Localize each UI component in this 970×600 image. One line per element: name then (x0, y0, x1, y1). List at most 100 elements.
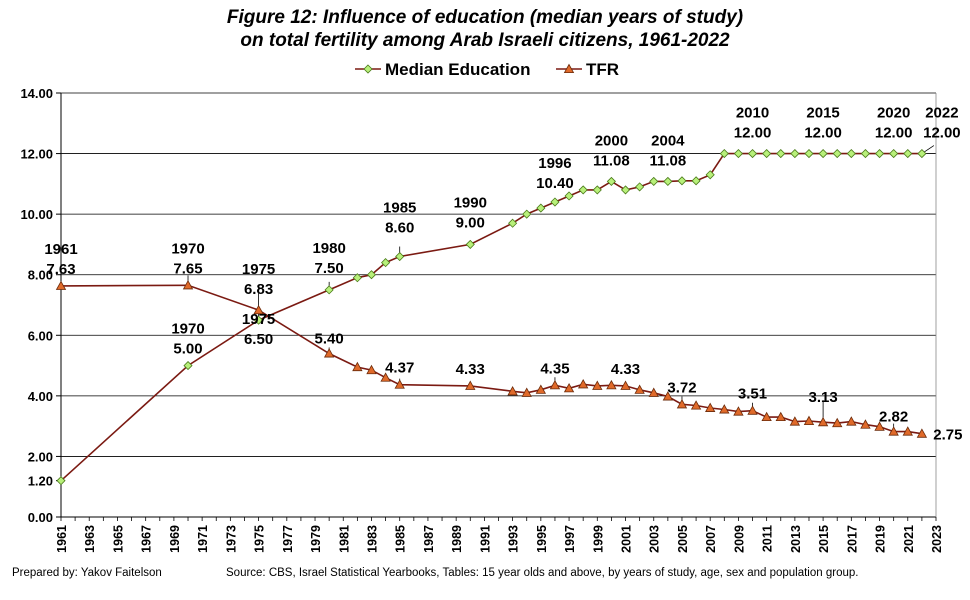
legend-label: Median Education (385, 60, 530, 79)
y-tick-label: 6.00 (28, 328, 53, 343)
x-tick-label: 1973 (224, 525, 238, 553)
point-median-education (324, 285, 334, 295)
footer-prepared-by: Prepared by: Yakov Faitelson (12, 567, 162, 579)
x-tick-label: 2009 (732, 525, 746, 553)
data-label-year: 1970 (171, 240, 204, 257)
x-tick-label: 1985 (394, 525, 408, 553)
point-tfr (690, 400, 702, 410)
data-label-year: 2000 (595, 132, 628, 149)
x-tick-label: 2023 (930, 525, 944, 553)
data-label-year: 1961 (44, 241, 77, 258)
data-label-value: 3.72 (667, 379, 696, 396)
data-label-value: 2.82 (879, 409, 908, 426)
data-labels: 1970 5.00 1975 6.50 1980 7.50 1985 8.60 1990 9.00… (44, 105, 962, 444)
series-line-tfr (60, 284, 923, 435)
data-label-value: 10.40 (536, 175, 574, 192)
point-tfr (874, 421, 885, 431)
point-median-education (366, 270, 377, 280)
data-label-year: 2004 (651, 132, 685, 149)
line-chart: 0.00 1.20 2.00 4.00 6.00 8.00 10.00 12.00 14.00 1… (20, 60, 962, 553)
point-median-education (465, 239, 475, 249)
data-label-value: 5.40 (315, 330, 344, 347)
point-tfr (676, 399, 688, 409)
data-label-value: 7.50 (315, 260, 344, 277)
point-median-education (620, 185, 631, 195)
x-tick-label: 1983 (365, 525, 379, 553)
point-tfr (705, 402, 716, 412)
point-tfr (366, 364, 377, 375)
point-median-education (917, 149, 927, 159)
point-median-education (790, 149, 800, 159)
x-tick-label: 1997 (563, 525, 577, 553)
point-median-education (889, 149, 899, 159)
data-label-year: 1975 (242, 261, 275, 278)
point-tfr (380, 372, 391, 382)
data-label-year: 1996 (538, 155, 571, 172)
point-median-education (522, 209, 532, 219)
data-label-year: 1985 (383, 200, 416, 217)
x-tick-label: 1987 (422, 525, 436, 553)
x-tick-label: 2011 (761, 525, 775, 552)
data-label-value: 4.35 (540, 360, 569, 377)
data-label-year: 2015 (806, 105, 839, 122)
point-tfr (253, 304, 264, 315)
data-label-value: 11.08 (649, 152, 686, 169)
point-median-education (352, 273, 362, 283)
x-tick-label: 2017 (845, 525, 859, 553)
data-label-value: 2.75 (933, 427, 962, 444)
point-tfr (592, 380, 603, 390)
point-tfr (606, 379, 617, 390)
point-median-education (536, 203, 546, 213)
x-tick-label: 1993 (507, 525, 521, 553)
data-label-year: 2010 (736, 105, 769, 122)
x-tick-label: 2001 (620, 525, 634, 553)
legend-marker (563, 63, 575, 73)
point-tfr (775, 411, 786, 422)
data-label-value: 9.00 (456, 214, 485, 231)
data-label-value: 12.00 (734, 125, 772, 142)
point-tfr (733, 406, 744, 416)
point-tfr (352, 361, 363, 372)
series-line-median-education (60, 152, 922, 482)
point-tfr (916, 428, 928, 438)
data-label-year: 1970 (171, 321, 204, 338)
point-tfr (846, 416, 857, 426)
point-tfr (747, 405, 758, 415)
point-tfr (465, 380, 476, 390)
point-median-education (550, 197, 560, 207)
y-tick-label: 0.00 (28, 510, 53, 525)
point-tfr (888, 426, 899, 436)
footer-source: Source: CBS, Israel Statistical Yearbook… (226, 567, 859, 579)
x-tick-label: 1971 (196, 525, 210, 553)
x-tick-label: 1991 (478, 525, 492, 553)
gridlines (61, 92, 936, 457)
series-lines (60, 152, 923, 482)
point-median-education (649, 176, 659, 186)
legend-item-tfr: TFR (556, 60, 619, 79)
data-label-value: 11.08 (593, 152, 630, 169)
point-median-education (705, 170, 715, 180)
legend-label: TFR (586, 60, 619, 79)
y-tick-label: 4.00 (28, 389, 53, 404)
point-median-education (663, 176, 673, 186)
data-label-value: 6.50 (244, 331, 273, 348)
x-tick-label: 2021 (902, 525, 916, 553)
point-median-education (747, 149, 758, 159)
x-tick-label: 1965 (111, 525, 125, 553)
x-tick-label: 1961 (55, 525, 69, 553)
data-label-value: 4.33 (611, 361, 640, 378)
x-tick-label: 1995 (535, 525, 549, 553)
point-median-education (381, 258, 391, 268)
x-tick-label: 1977 (281, 525, 295, 553)
point-median-education (508, 218, 518, 228)
point-median-education (564, 191, 574, 201)
point-tfr (648, 387, 659, 397)
point-tfr (832, 417, 843, 428)
point-median-education (183, 361, 193, 371)
point-tfr (761, 411, 772, 422)
point-median-education (733, 149, 743, 159)
point-tfr (521, 387, 532, 397)
data-label-value: 3.13 (808, 389, 837, 406)
data-label-value: 12.00 (875, 125, 913, 142)
data-label-value: 12.00 (804, 125, 842, 142)
